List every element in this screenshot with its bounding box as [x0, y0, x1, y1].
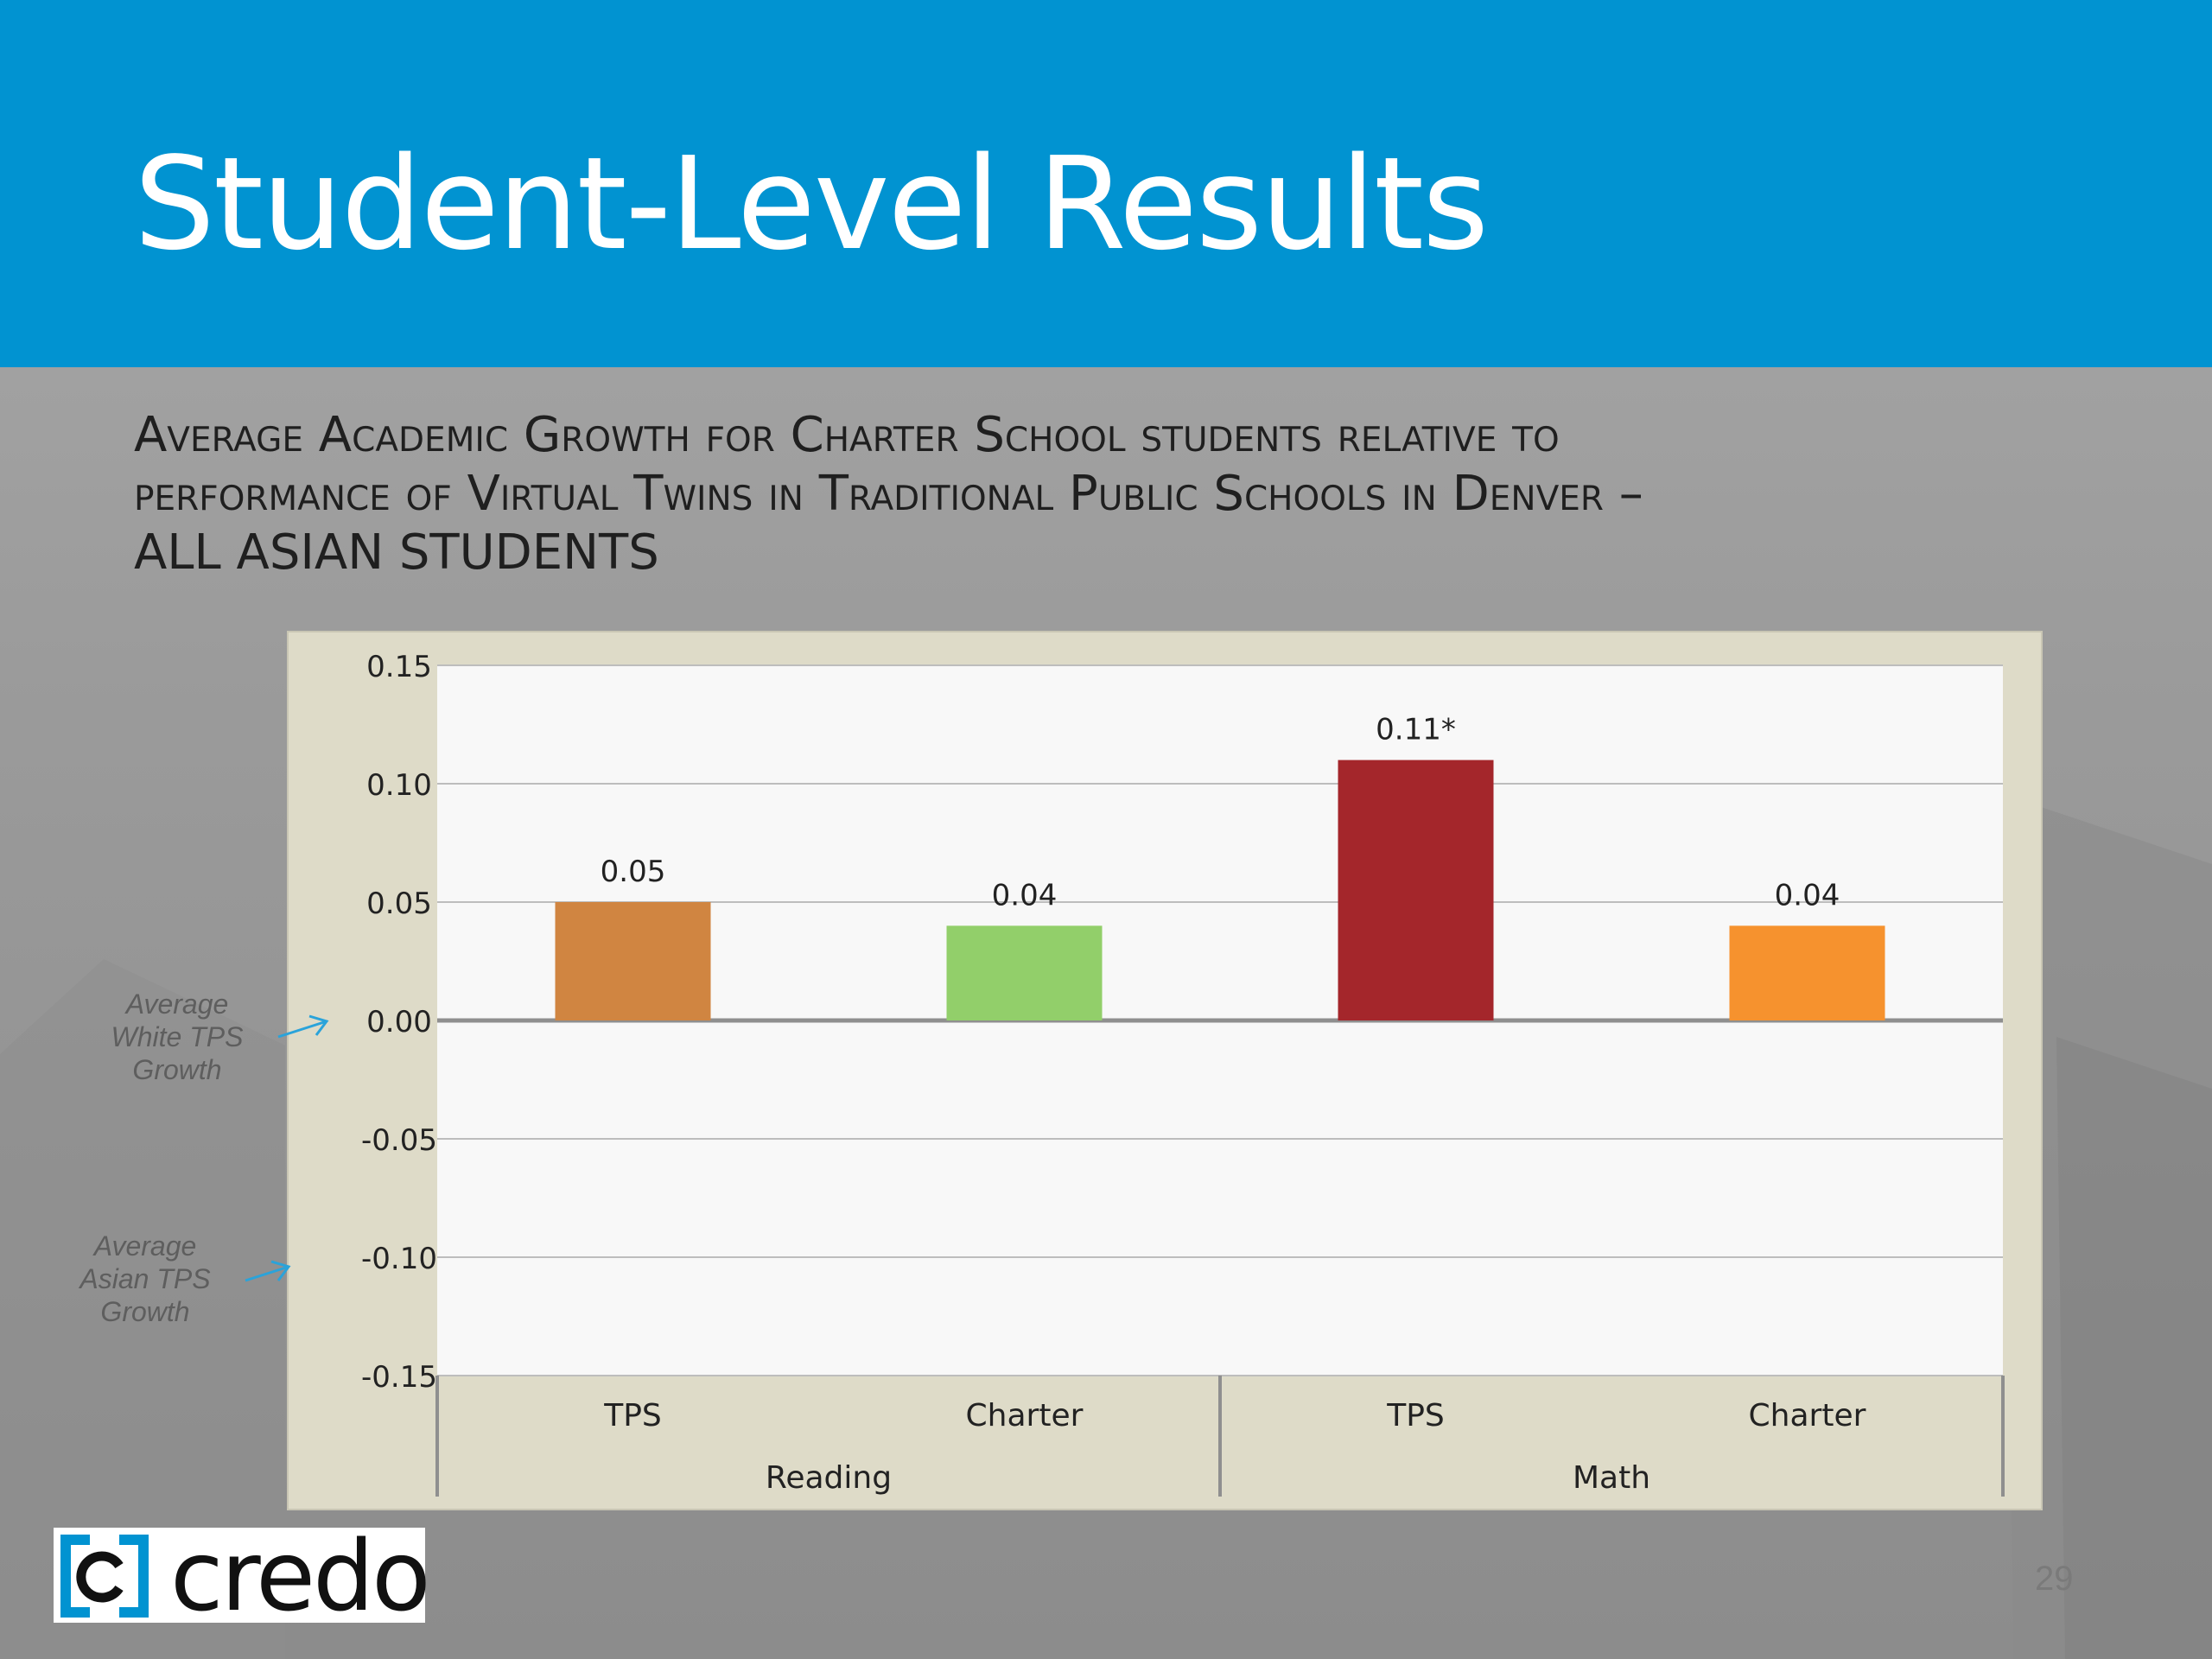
annotation-arrows: [245, 1014, 329, 1282]
chart-panel: 0.15 0.10 0.05 0.00 -0.05 -0.10 -0.15 0.05 TPS 0.…: [287, 631, 2043, 1510]
note-white-line-3: Growth: [132, 1054, 222, 1085]
data-label: 0.04: [992, 878, 1058, 912]
y-tick-label: -0.10: [361, 1242, 437, 1276]
bar-reading-tps: [555, 902, 711, 1020]
bar-chart: 0.15 0.10 0.05 0.00 -0.05 -0.10 -0.15 0.05 TPS 0.…: [361, 650, 2005, 1497]
subtitle-line-1: Average Academic Growth for Charter Scho…: [134, 407, 1560, 463]
x-category-label: TPS: [1386, 1398, 1445, 1433]
slide-header: Student-Level Results: [0, 0, 2212, 367]
slide-title: Student-Level Results: [134, 130, 1489, 278]
y-tick-label: 0.05: [366, 887, 432, 921]
y-tick-label: 0.15: [366, 650, 432, 684]
data-label: 0.05: [601, 855, 666, 889]
note-white-tps: Average White TPS Growth: [78, 988, 276, 1086]
note-white-line-1: Average: [125, 988, 229, 1020]
data-label: 0.11*: [1376, 713, 1456, 747]
credo-logo-text: credo: [170, 1521, 431, 1633]
note-asian-line-1: Average: [93, 1230, 197, 1262]
chart-subtitle: Average Academic Growth for Charter Scho…: [134, 406, 2121, 582]
note-white-line-2: White TPS: [111, 1021, 244, 1052]
subtitle-line-2: performance of Virtual Twins in Traditio…: [134, 466, 1643, 522]
page-number: 29: [2035, 1560, 2074, 1598]
arrow-white-tps-icon: [277, 1014, 329, 1039]
note-asian-tps: Average Asian TPS Growth: [46, 1230, 245, 1328]
x-category-label: Charter: [1749, 1398, 1866, 1433]
data-label: 0.04: [1775, 878, 1840, 912]
bar-math-tps: [1338, 760, 1494, 1020]
note-asian-line-3: Growth: [100, 1296, 190, 1327]
y-tick-label: 0.00: [366, 1005, 432, 1039]
subtitle-line-3: ALL ASIAN STUDENTS: [134, 524, 659, 581]
x-group-label: Reading: [766, 1460, 892, 1496]
x-category-label: TPS: [603, 1398, 662, 1433]
y-tick-label: -0.05: [361, 1123, 437, 1158]
credo-logo: credo: [54, 1521, 431, 1633]
bar-math-charter: [1729, 925, 1885, 1020]
x-group-label: Math: [1573, 1460, 1650, 1496]
x-category-label: Charter: [966, 1398, 1084, 1433]
y-tick-label: -0.15: [361, 1360, 437, 1395]
credo-logo-icon: [60, 1535, 149, 1618]
bar-reading-charter: [946, 925, 1103, 1020]
y-tick-label: 0.10: [366, 768, 432, 803]
note-asian-line-2: Asian TPS: [79, 1263, 211, 1294]
arrow-asian-tps-icon: [245, 1260, 291, 1282]
